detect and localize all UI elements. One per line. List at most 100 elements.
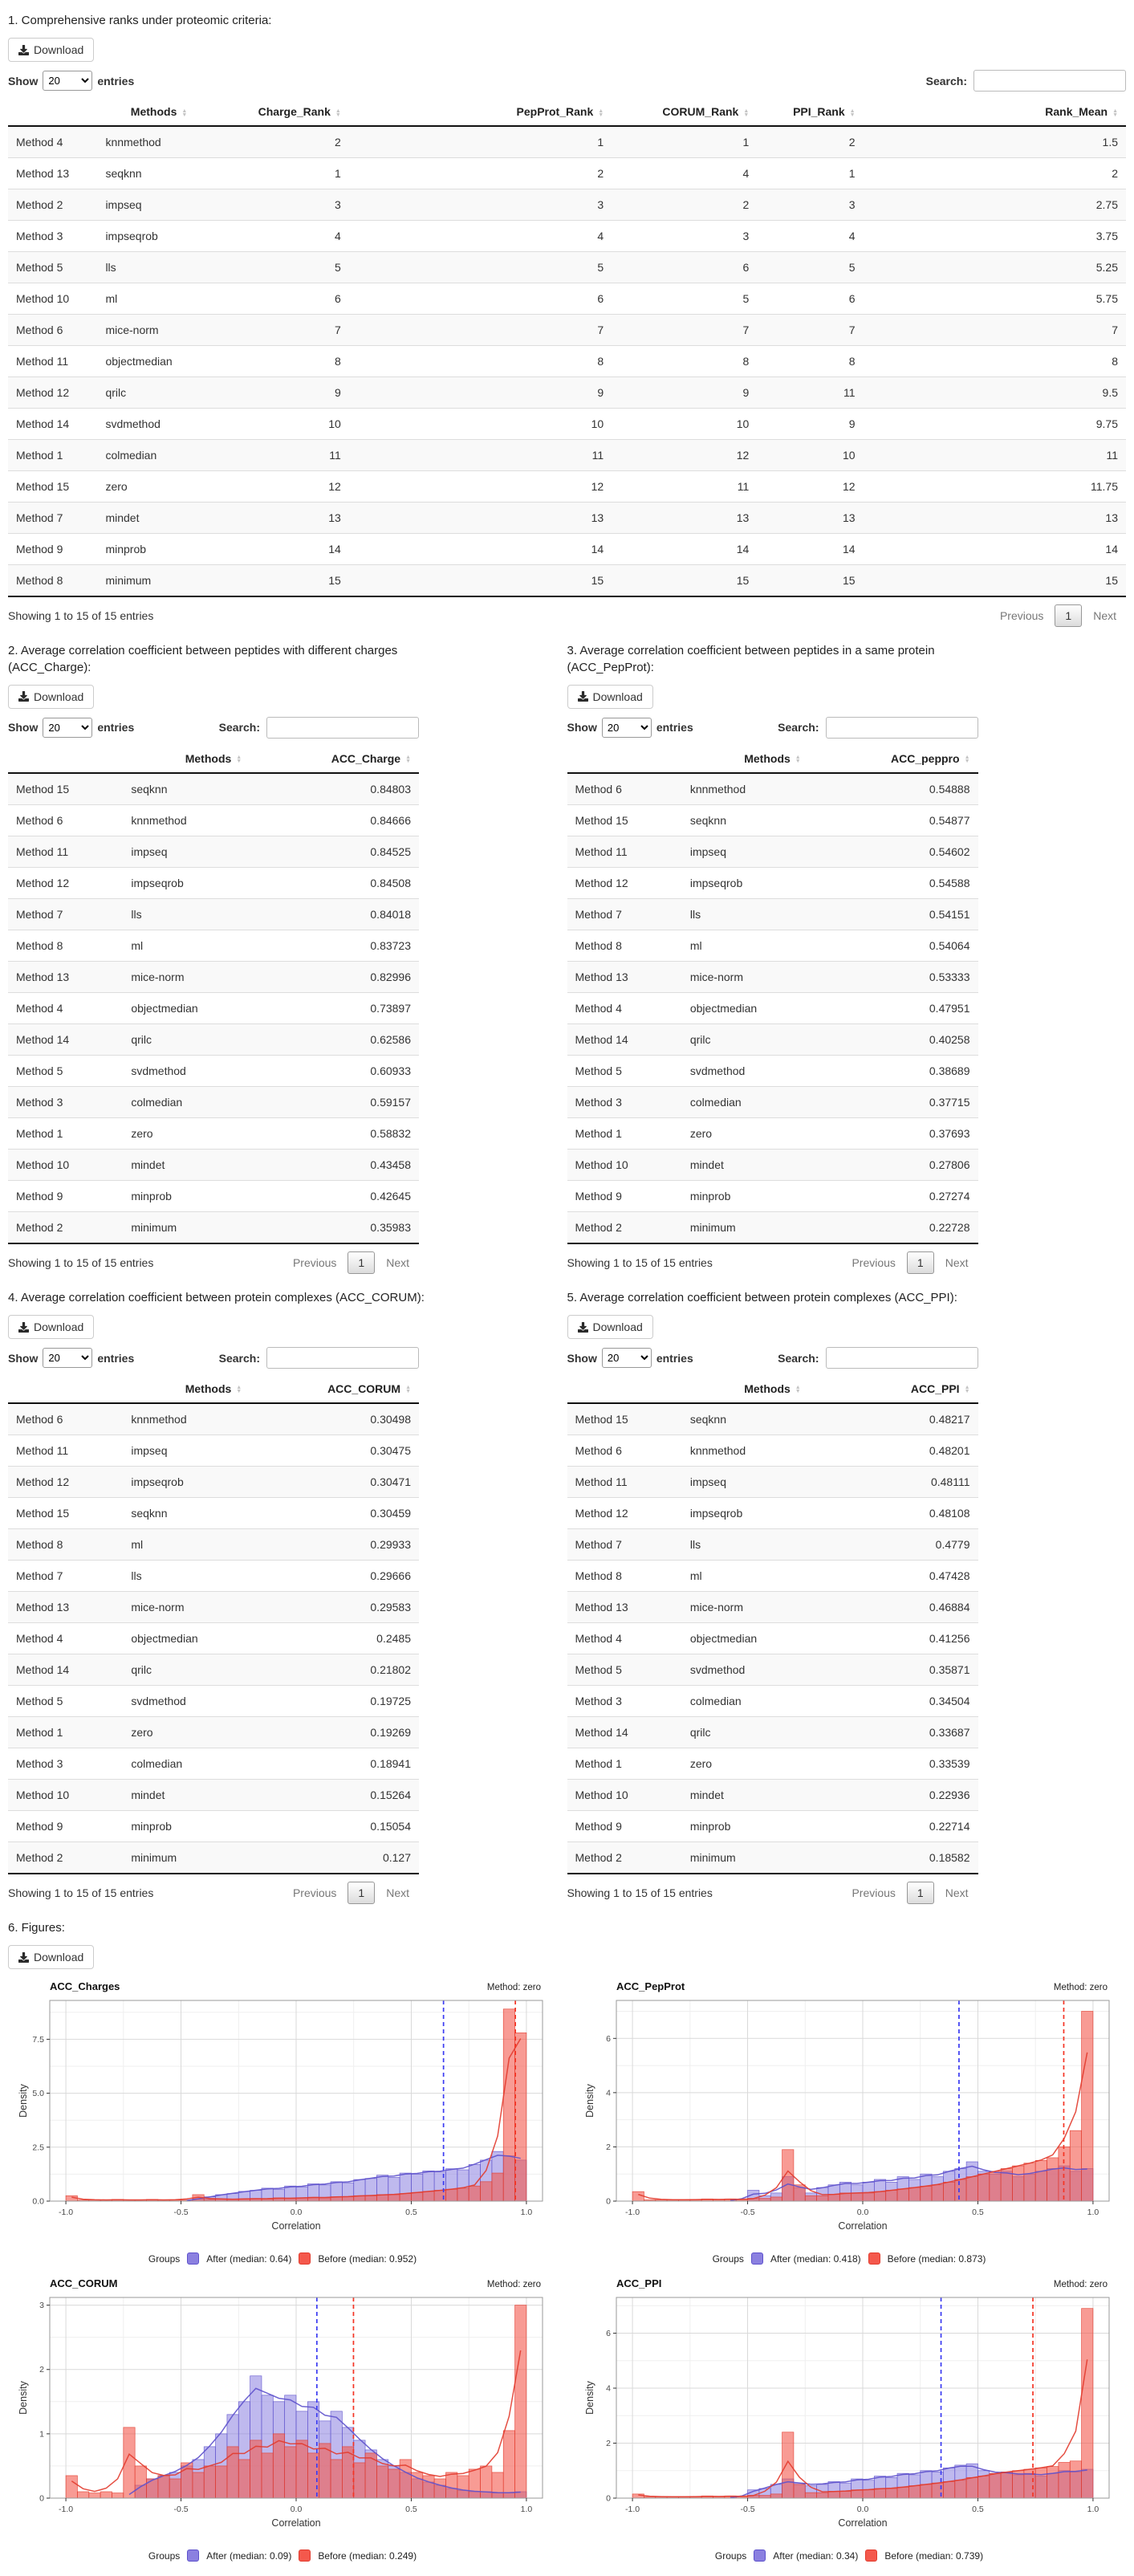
value-cell: 0.37715 (863, 1085, 978, 1118)
method-cell: ml (681, 1560, 864, 1592)
value-cell: 0.84525 (303, 835, 419, 868)
search-input[interactable] (266, 1347, 419, 1369)
page-1-button[interactable]: 1 (906, 1882, 934, 1904)
value-cell: 0.22714 (863, 1810, 978, 1842)
column-header-ppi-rank[interactable]: PPI_Rank ▲ ▼ (757, 98, 864, 128)
page-size-select[interactable]: 20 (43, 71, 93, 92)
show-label: Show (567, 721, 597, 735)
column-header-methods[interactable]: Methods ▲ ▼ (123, 1375, 304, 1404)
value-cell: 0.27274 (863, 1179, 978, 1212)
next-button[interactable]: Next (945, 1255, 969, 1269)
column-header-methods[interactable]: Methods ▲ ▼ (681, 744, 864, 774)
table-row: Method 11 impseq 0.54602 (567, 835, 978, 868)
row-name-cell: Method 4 (8, 1622, 124, 1654)
page-1-button[interactable]: 1 (348, 1251, 376, 1274)
column-header-methods[interactable]: Methods ▲ ▼ (681, 1375, 864, 1404)
legend-swatch-before (299, 2550, 311, 2562)
previous-button[interactable]: Previous (999, 609, 1044, 623)
value-cell: 0.54877 (863, 804, 978, 836)
value-cell: 2 (348, 157, 612, 189)
entries-label: entries (97, 721, 135, 735)
sort-both-icon: ▲ ▼ (964, 755, 970, 765)
previous-button[interactable]: Previous (852, 1886, 896, 1899)
method-cell: mice-norm (97, 314, 221, 346)
value-cell: 0.83723 (303, 929, 419, 962)
previous-button[interactable]: Previous (292, 1886, 337, 1899)
method-cell: colmedian (123, 1748, 304, 1780)
page-1-button[interactable]: 1 (906, 1251, 934, 1274)
page-size-select[interactable]: 20 (601, 717, 652, 738)
legend-label-after: After (median: 0.418) (770, 2252, 861, 2265)
table-row: Method 11 impseq 0.48111 (567, 1466, 978, 1498)
download-button[interactable]: Download (8, 1945, 95, 1970)
search-input[interactable] (973, 70, 1126, 92)
column-header-charge-rank[interactable]: Charge_Rank ▲ ▼ (220, 98, 349, 128)
method-cell: qrilc (97, 376, 221, 409)
density-histogram-plot: -1.0 -0.5 0.0 0.5 1.0 0 1 2 3 Correlation Density (18, 2297, 543, 2529)
column-header-methods[interactable]: Methods ▲ ▼ (123, 744, 304, 774)
download-button[interactable]: Download (8, 1315, 95, 1339)
figure-method-label: Method: zero (1053, 2280, 1108, 2290)
page-1-button[interactable]: 1 (348, 1882, 376, 1904)
next-button[interactable]: Next (1093, 609, 1116, 623)
download-button[interactable]: Download (567, 1315, 653, 1339)
method-cell: zero (123, 1117, 304, 1150)
value-cell: 0.127 (303, 1841, 419, 1874)
next-button[interactable]: Next (386, 1886, 409, 1899)
value-cell: 0.54151 (863, 897, 978, 930)
method-cell: objectmedian (123, 991, 304, 1024)
search-input[interactable] (266, 716, 419, 739)
column-header-acc-charge[interactable]: ACC_Charge ▲ ▼ (303, 744, 419, 774)
method-cell: seqknn (123, 1497, 304, 1529)
method-cell: lls (123, 1560, 304, 1592)
column-header-acc-corum[interactable]: ACC_CORUM ▲ ▼ (303, 1375, 419, 1404)
next-button[interactable]: Next (945, 1886, 969, 1899)
method-cell: knnmethod (123, 1402, 304, 1435)
previous-button[interactable]: Previous (852, 1255, 896, 1269)
svg-text:0.0: 0.0 (857, 2208, 869, 2217)
value-cell: 0.42645 (303, 1179, 419, 1212)
method-cell: impseqrob (681, 1497, 864, 1529)
previous-button[interactable]: Previous (292, 1255, 337, 1269)
page-size-select[interactable]: 20 (601, 1348, 652, 1368)
svg-text:Correlation: Correlation (271, 2220, 320, 2232)
row-name-cell: Method 1 (8, 1716, 124, 1748)
download-button[interactable]: Download (8, 38, 95, 63)
column-header-methods[interactable]: Methods ▲ ▼ (97, 98, 221, 128)
method-cell: impseqrob (123, 866, 304, 899)
value-cell: 0.34504 (863, 1685, 978, 1717)
value-cell: 2 (612, 189, 758, 221)
column-header-corum-rank[interactable]: CORUM_Rank ▲ ▼ (612, 98, 758, 128)
show-label: Show (8, 74, 39, 87)
svg-text:-0.5: -0.5 (740, 2505, 754, 2514)
row-name-cell: Method 11 (8, 835, 124, 868)
page-1-button[interactable]: 1 (1055, 604, 1083, 628)
column-header-acc-ppi[interactable]: ACC_PPI ▲ ▼ (863, 1375, 978, 1404)
svg-text:-1.0: -1.0 (59, 2505, 73, 2514)
row-name-cell: Method 11 (8, 345, 98, 377)
search-input[interactable] (825, 1347, 978, 1369)
page-size-select[interactable]: 20 (43, 1348, 93, 1368)
page-size-select[interactable]: 20 (43, 717, 93, 738)
next-button[interactable]: Next (386, 1255, 409, 1269)
column-header-acc-peppro[interactable]: ACC_peppro ▲ ▼ (863, 744, 978, 774)
table-row: Method 3 colmedian 0.37715 (567, 1085, 978, 1118)
row-name-cell: Method 14 (8, 1654, 124, 1686)
download-button[interactable]: Download (8, 684, 95, 709)
row-name-cell: Method 15 (567, 1402, 682, 1435)
download-button[interactable]: Download (567, 684, 653, 709)
svg-text:2: 2 (606, 2143, 611, 2152)
table-row: Method 7 lls 0.29666 (8, 1560, 419, 1592)
value-cell: 5.25 (863, 251, 1126, 283)
column-header-rank-mean[interactable]: Rank_Mean ▲ ▼ (863, 98, 1126, 128)
svg-text:0: 0 (606, 2494, 611, 2504)
table-row: Method 1 zero 0.37693 (567, 1117, 978, 1150)
value-cell: 10 (348, 408, 612, 440)
search-input[interactable] (825, 716, 978, 739)
row-name-cell: Method 4 (8, 991, 124, 1024)
download-icon (18, 44, 29, 55)
acc-ppi-table: Methods ▲ ▼ ACC_PPI ▲ ▼ Method 15 seqknn 0.48217… (567, 1375, 978, 1874)
column-header-pepprot-rank[interactable]: PepProt_Rank ▲ ▼ (348, 98, 612, 128)
download-icon (18, 1951, 29, 1963)
row-name-cell: Method 14 (567, 1023, 682, 1056)
